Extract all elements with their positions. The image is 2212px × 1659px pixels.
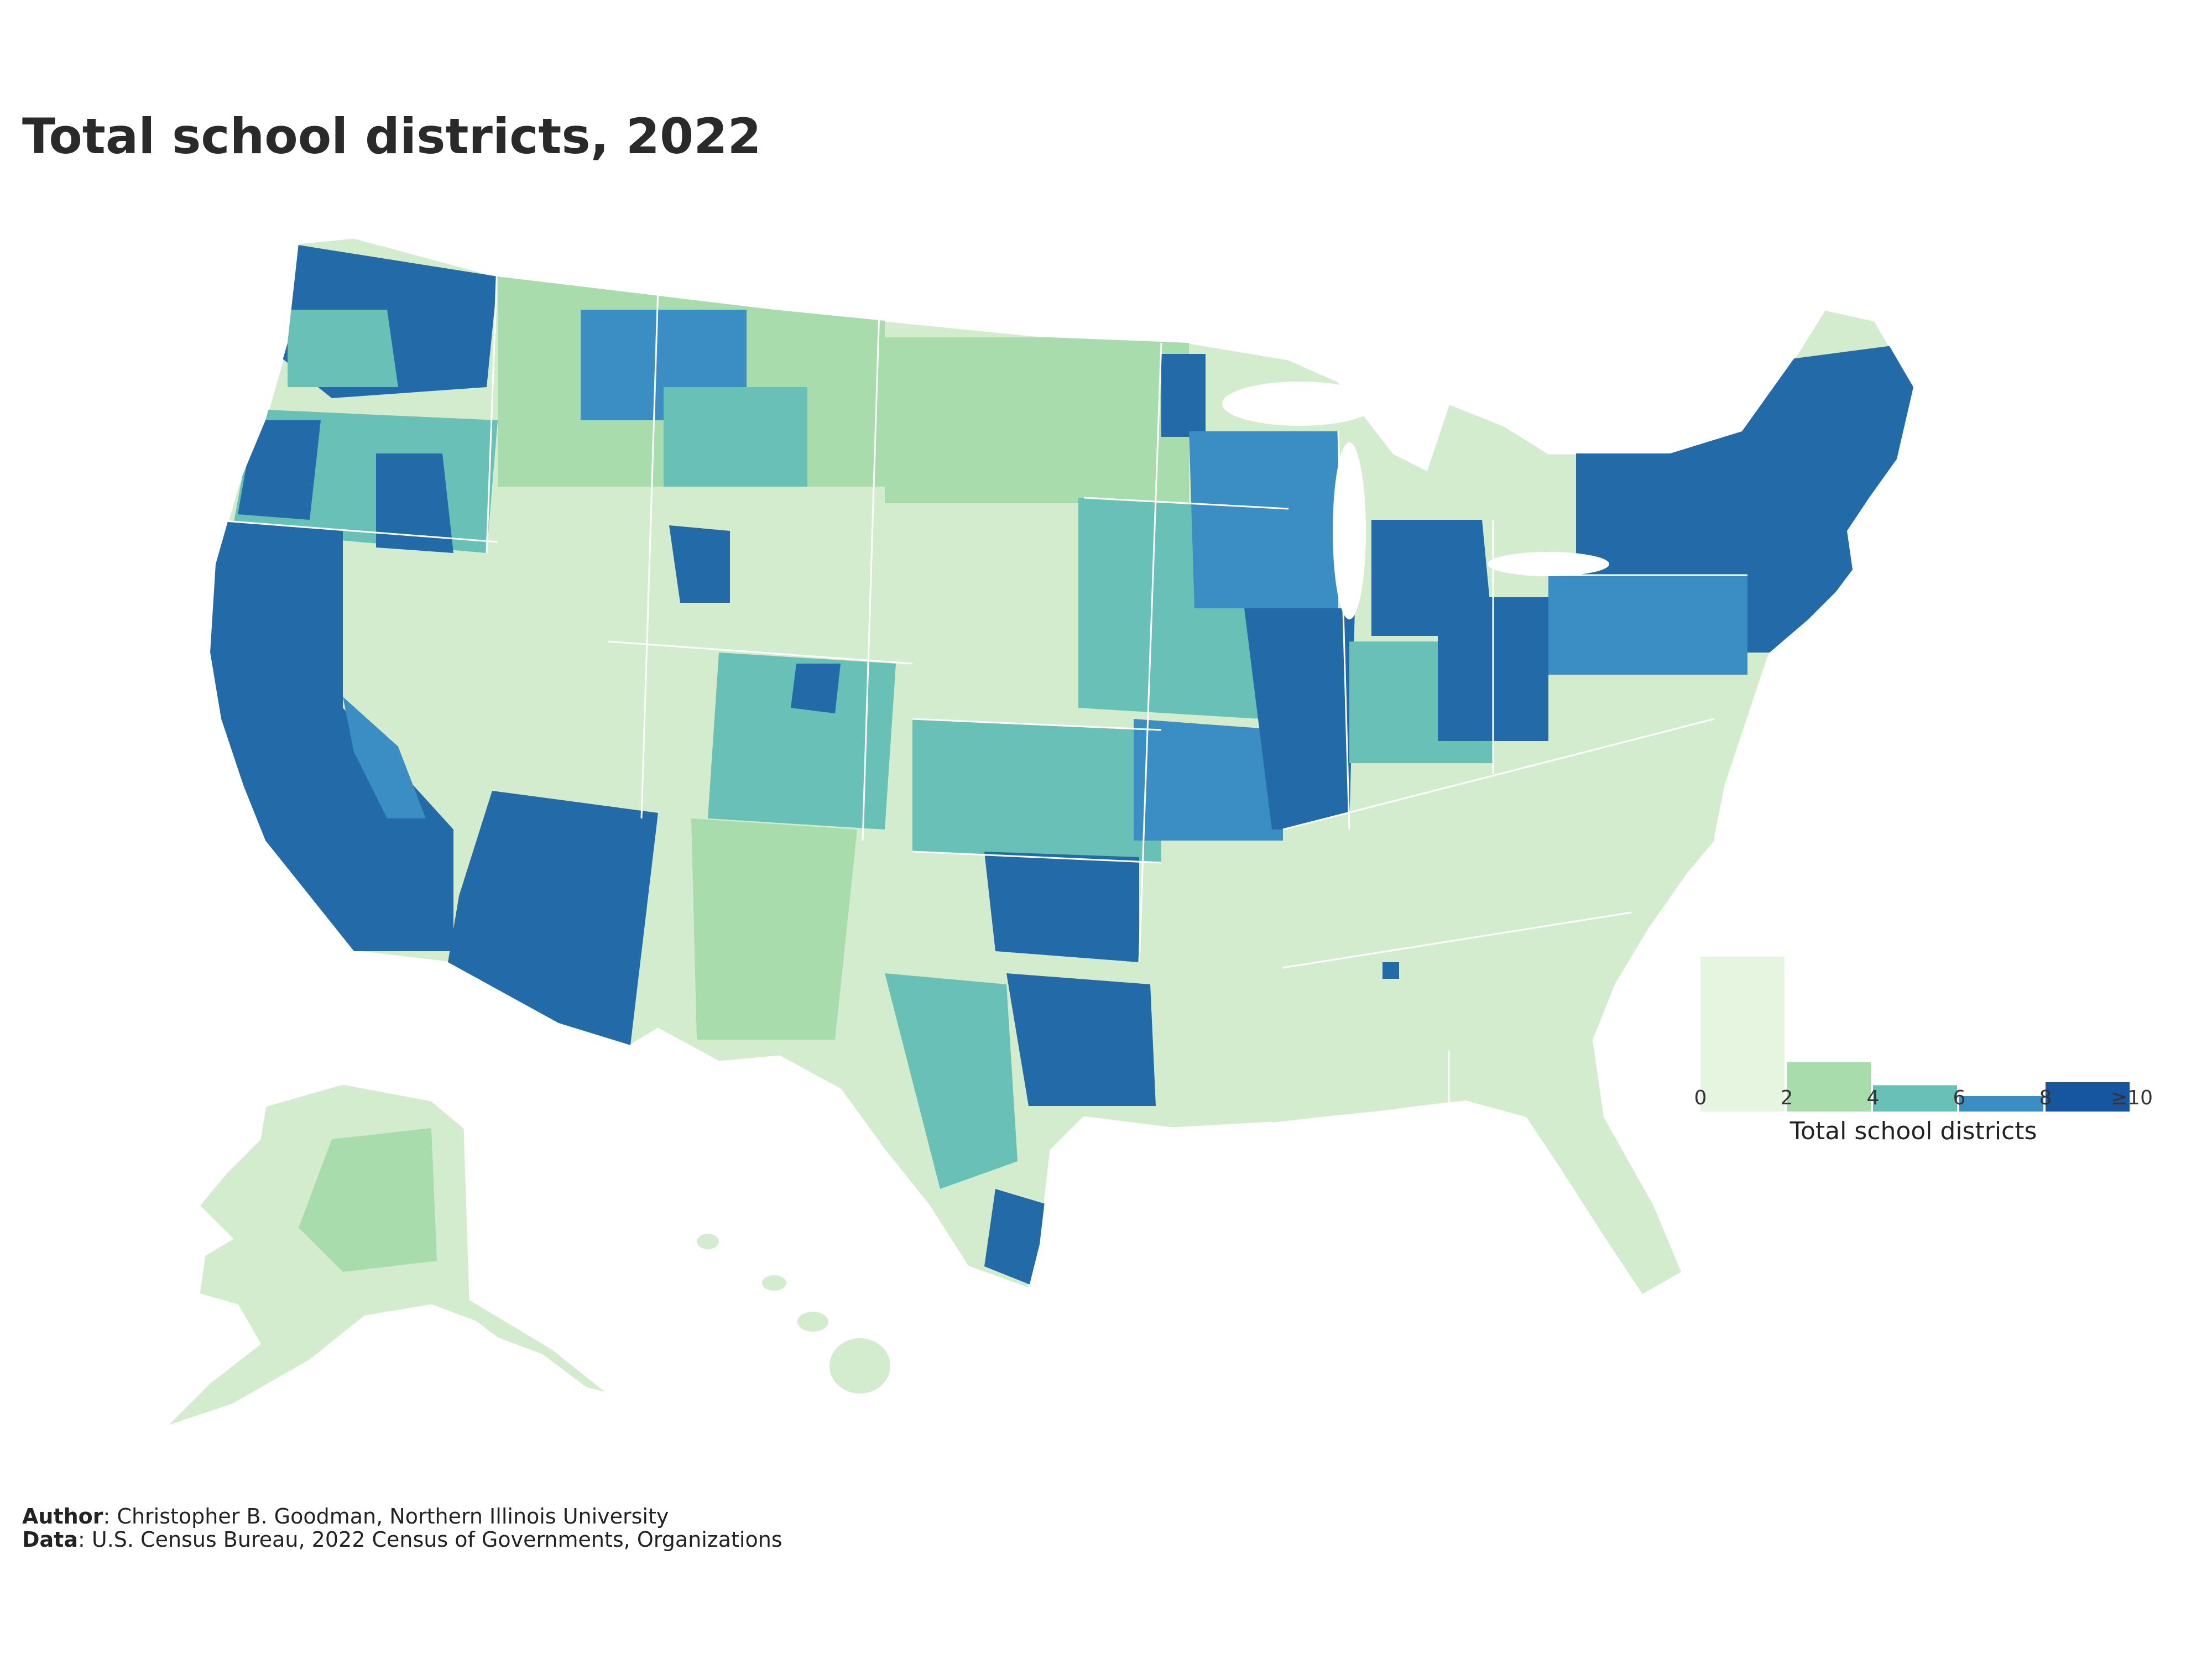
region-illinois-dark bbox=[1244, 608, 1355, 830]
legend-bar-2 bbox=[1873, 1085, 1957, 1112]
hawaii-kauai bbox=[697, 1234, 719, 1249]
region-missouri-mix bbox=[1134, 719, 1283, 841]
region-oklahoma-dark bbox=[984, 852, 1139, 962]
lake-erie bbox=[1488, 552, 1609, 576]
region-washington-teal bbox=[288, 310, 398, 387]
region-idaho-dark bbox=[376, 453, 453, 553]
legend-tick-10: ≥10 bbox=[2111, 1087, 2153, 1109]
data-text: : U.S. Census Bureau, 2022 Census of Gov… bbox=[78, 1527, 782, 1552]
lake-superior bbox=[1222, 382, 1377, 426]
region-kansas-mix bbox=[912, 719, 1161, 863]
lake-michigan bbox=[1333, 442, 1366, 619]
data-label: Data bbox=[22, 1527, 78, 1552]
state-borders bbox=[210, 248, 1747, 1123]
legend-histogram bbox=[1700, 957, 2130, 1112]
region-minnesota-dark bbox=[1161, 354, 1206, 437]
region-arizona bbox=[448, 791, 658, 1045]
hawaii-maui bbox=[797, 1312, 828, 1332]
region-colorado-mix bbox=[708, 653, 896, 830]
legend-title: Total school districts bbox=[1790, 1117, 2037, 1145]
hawaii bbox=[697, 1234, 890, 1394]
legend-tick-4: 4 bbox=[1866, 1087, 1880, 1109]
region-colorado-dark bbox=[791, 664, 841, 713]
author-text: : Christopher B. Goodman, Northern Illin… bbox=[103, 1504, 669, 1528]
region-montana-teal bbox=[664, 387, 807, 487]
region-tennessee-spot bbox=[1383, 962, 1399, 979]
legend-bar-1 bbox=[1787, 1062, 1871, 1112]
data-credit: Data: U.S. Census Bureau, 2022 Census of… bbox=[22, 1527, 782, 1552]
legend-bar-4 bbox=[2046, 1082, 2130, 1112]
great-lakes bbox=[1222, 382, 1609, 619]
hawaii-oahu bbox=[762, 1275, 786, 1291]
region-new-mexico-mix bbox=[691, 818, 857, 1040]
region-dakotas-light bbox=[885, 337, 1189, 503]
legend-bar-3 bbox=[1959, 1096, 2043, 1112]
region-utah-dark bbox=[669, 525, 730, 603]
legend-bar-0 bbox=[1700, 957, 1785, 1112]
region-texas-mix bbox=[885, 973, 1018, 1189]
hawaii-big-island bbox=[830, 1338, 890, 1394]
page-title: Total school districts, 2022 bbox=[22, 108, 761, 165]
legend-tick-0: 0 bbox=[1694, 1087, 1707, 1109]
legend-tick-6: 6 bbox=[1953, 1087, 1966, 1109]
legend-tick-8: 8 bbox=[2039, 1087, 2052, 1109]
region-texas-central-dark bbox=[1006, 973, 1156, 1106]
region-texas-coast bbox=[984, 1189, 1051, 1288]
alaska-interior bbox=[299, 1128, 437, 1272]
legend-tick-2: 2 bbox=[1780, 1087, 1793, 1109]
region-wisconsin-mix bbox=[1189, 431, 1338, 608]
contiguous-us bbox=[209, 237, 1914, 1295]
region-california bbox=[210, 520, 453, 951]
region-oregon-dark bbox=[238, 420, 321, 520]
author-label: Author bbox=[22, 1504, 103, 1528]
region-southeast bbox=[1272, 719, 1714, 1294]
region-pennsylvania-mix bbox=[1548, 575, 1747, 675]
author-credit: Author: Christopher B. Goodman, Northern… bbox=[22, 1504, 669, 1528]
region-nevada-teal bbox=[343, 697, 426, 818]
